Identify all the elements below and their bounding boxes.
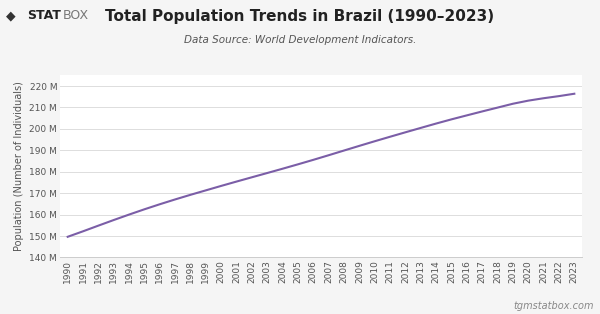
Text: STAT: STAT	[27, 9, 61, 22]
Text: tgmstatbox.com: tgmstatbox.com	[514, 301, 594, 311]
Text: BOX: BOX	[63, 9, 89, 22]
Text: Data Source: World Development Indicators.: Data Source: World Development Indicator…	[184, 35, 416, 45]
Y-axis label: Population (Number of Individuals): Population (Number of Individuals)	[14, 81, 24, 252]
Text: Total Population Trends in Brazil (1990–2023): Total Population Trends in Brazil (1990–…	[106, 9, 494, 24]
Text: ◆: ◆	[6, 9, 16, 22]
